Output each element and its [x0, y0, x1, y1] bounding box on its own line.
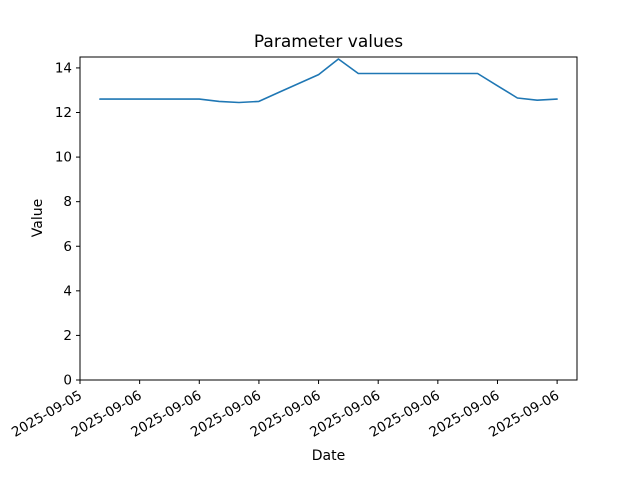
x-axis-label: Date: [311, 448, 346, 464]
y-tick-label: 4: [63, 283, 72, 299]
y-tick-label: 2: [63, 328, 72, 344]
y-tick-label: 8: [63, 194, 72, 210]
y-tick-label: 14: [55, 60, 72, 76]
y-tick-label: 6: [63, 239, 72, 255]
y-tick-label: 10: [55, 150, 72, 166]
data-line-series: [99, 58, 558, 104]
y-tick-label: 0: [63, 373, 72, 389]
axes-spines: [79, 56, 578, 381]
y-tick-label: 12: [55, 105, 72, 121]
y-axis-label: Value: [30, 198, 46, 238]
chart-title: Parameter values: [253, 32, 404, 52]
